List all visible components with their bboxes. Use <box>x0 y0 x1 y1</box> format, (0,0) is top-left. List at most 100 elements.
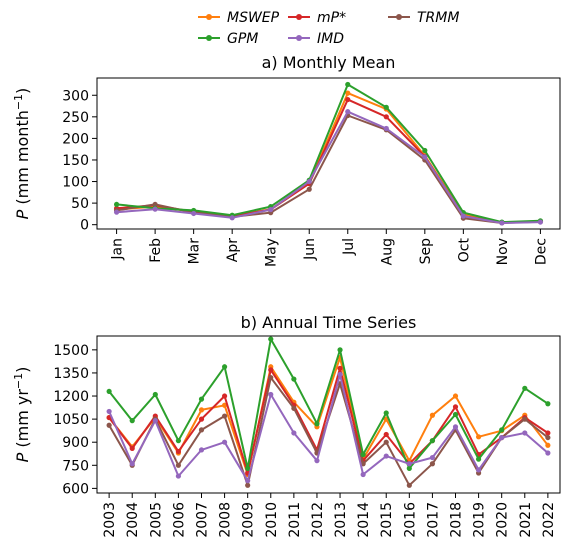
data-point <box>429 454 436 461</box>
x-tick-label: 2014 <box>356 502 372 538</box>
data-point <box>198 427 205 433</box>
data-point <box>106 408 112 415</box>
data-point <box>191 210 197 217</box>
data-point <box>345 90 351 96</box>
legend-label: IMD <box>317 31 344 47</box>
data-point <box>229 215 235 221</box>
data-point <box>475 456 482 462</box>
x-tick-label: Feb <box>148 238 164 263</box>
x-tick-label: Apr <box>225 238 241 262</box>
data-point <box>106 422 112 428</box>
data-point <box>198 396 205 402</box>
series-line <box>108 367 549 474</box>
y-tick-label: 1500 <box>53 343 89 359</box>
data-point <box>499 427 505 433</box>
y-tick-label: 900 <box>62 435 89 451</box>
data-point <box>152 391 158 398</box>
data-point <box>113 201 120 208</box>
data-point <box>129 461 135 467</box>
legend-label: MSWEP <box>227 10 280 26</box>
series-line <box>116 83 541 224</box>
y-axis-unit-close: ) <box>13 88 32 94</box>
y-tick-label: 150 <box>62 153 89 169</box>
data-point <box>545 430 551 436</box>
data-point <box>221 393 228 399</box>
data-point <box>175 462 182 468</box>
legend-marker <box>206 35 212 41</box>
data-point <box>291 376 297 382</box>
y-tick-label: 100 <box>62 175 89 191</box>
data-point <box>522 385 528 391</box>
data-point <box>522 430 528 436</box>
data-point <box>198 447 205 453</box>
x-tick-label: Jul <box>341 238 357 256</box>
x-tick-label: 2017 <box>425 502 441 538</box>
legend: MSWEP mP* TRMM GPM IMD <box>198 10 459 47</box>
data-point <box>383 410 389 416</box>
x-tick-label: Aug <box>379 238 395 265</box>
data-point <box>499 220 505 226</box>
data-point <box>306 178 312 185</box>
y-axis-label: P (mm yr−1) <box>12 367 32 463</box>
data-point <box>175 438 182 444</box>
x-tick-label: 2010 <box>264 502 280 538</box>
data-point <box>314 458 320 464</box>
y-tick-label: 600 <box>62 481 89 497</box>
data-point <box>314 421 320 427</box>
x-tick-label: 2018 <box>449 502 465 538</box>
data-point <box>268 391 274 398</box>
data-point <box>245 465 251 471</box>
data-point <box>152 418 158 424</box>
x-tick-label: Jun <box>302 238 318 261</box>
x-tick-label: 2009 <box>241 502 257 538</box>
data-point <box>475 467 482 473</box>
data-point <box>198 416 205 422</box>
y-tick-label: 750 <box>62 458 89 474</box>
data-point <box>545 442 551 448</box>
x-tick-label: 2021 <box>518 502 534 538</box>
legend-entry-imd: IMD <box>288 31 344 47</box>
data-point <box>113 209 120 215</box>
x-tick-label: 2003 <box>102 502 118 538</box>
y-axis-symbol: P <box>13 209 32 219</box>
data-point <box>245 482 251 488</box>
series-line <box>116 98 541 224</box>
data-point <box>268 206 274 213</box>
legend-marker <box>396 14 402 20</box>
data-point <box>383 453 389 459</box>
series-imd <box>106 371 551 484</box>
x-tick-label: 2016 <box>402 502 418 538</box>
legend-marker <box>296 35 302 41</box>
x-tick-label: 2015 <box>379 502 395 538</box>
series-line <box>108 338 549 470</box>
x-tick-label: 2022 <box>541 502 557 538</box>
data-point <box>245 478 251 484</box>
data-point <box>545 434 551 441</box>
data-point <box>429 461 436 467</box>
legend-label: mP* <box>317 10 346 26</box>
legend-label: TRMM <box>417 10 459 26</box>
data-point <box>345 96 351 103</box>
y-axis-symbol: P <box>13 452 32 462</box>
annual-time-series-chart: b) Annual Time Series 600 750 900 1050 1200 13… <box>12 313 561 538</box>
y-tick-label: 1050 <box>53 412 89 428</box>
data-point <box>106 388 112 395</box>
data-point <box>383 104 389 110</box>
data-point <box>383 114 389 120</box>
data-point <box>221 413 228 419</box>
x-tick-label: Sep <box>418 238 434 265</box>
legend-marker <box>206 14 212 20</box>
monthly-mean-chart: a) Monthly Mean 0 50 100 150 200 250 300 Jan Feb M… <box>12 53 561 267</box>
data-point <box>429 438 436 444</box>
x-tick-label: 2004 <box>125 502 141 538</box>
data-point <box>337 365 343 371</box>
x-tick-label: May <box>264 238 280 267</box>
data-point <box>291 430 297 436</box>
legend-entry-mp: mP* <box>288 10 346 26</box>
legend-entry-trmm: TRMM <box>388 10 459 26</box>
x-tick-label: Mar <box>187 238 203 265</box>
data-point <box>129 418 135 424</box>
series-imd <box>113 109 544 226</box>
data-point <box>337 371 343 378</box>
